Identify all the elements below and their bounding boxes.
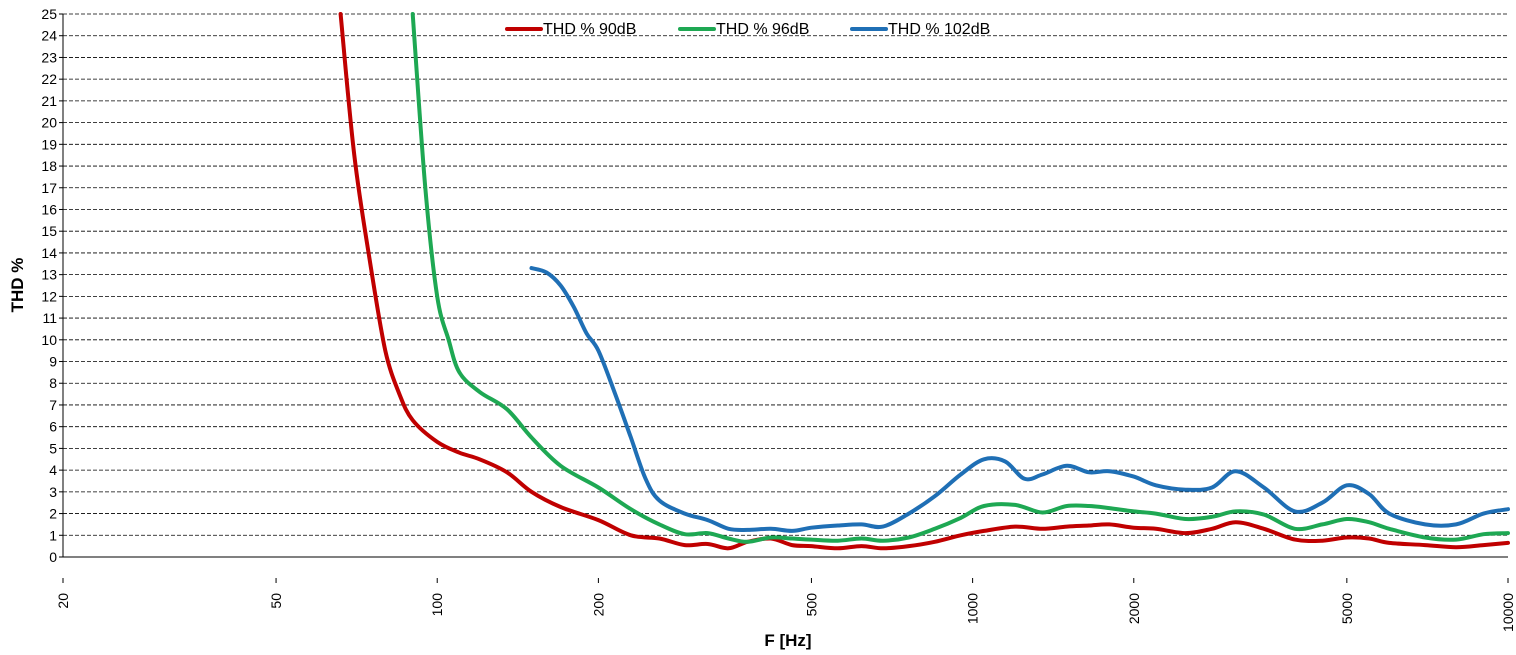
y-tick-label: 16: [41, 201, 57, 217]
y-tick-label: 17: [41, 180, 57, 196]
y-tick-labels: 0123456789101112131415161718192021222324…: [41, 6, 57, 565]
y-tick-label: 12: [41, 288, 57, 304]
axes: [59, 13, 1509, 583]
y-tick-label: 0: [49, 549, 57, 565]
x-tick-label: 200: [590, 593, 606, 617]
x-tick-label: 20: [55, 593, 71, 609]
legend-label-102db: THD % 102dB: [888, 21, 990, 38]
y-axis-title: THD %: [8, 258, 27, 313]
x-tick-label: 50: [268, 593, 284, 609]
y-tick-label: 14: [41, 245, 57, 261]
series-line-96db: [410, 12, 1510, 544]
y-tick-label: 19: [41, 136, 57, 152]
y-tick-label: 20: [41, 115, 57, 131]
x-tick-label: 100: [429, 593, 445, 617]
x-tick-label: 5000: [1339, 593, 1355, 624]
y-tick-label: 18: [41, 158, 57, 174]
y-tick-label: 15: [41, 223, 57, 239]
y-tick-label: 10: [41, 332, 57, 348]
legend: THD % 90dB THD % 96dB THD % 102dB: [505, 21, 990, 38]
y-tick-label: 23: [41, 49, 57, 65]
y-tick-label: 11: [42, 310, 57, 326]
legend-label-90db: THD % 90dB: [543, 21, 636, 38]
series-line-102db: [529, 266, 1510, 533]
y-tick-label: 1: [49, 527, 57, 543]
y-tick-label: 2: [49, 506, 57, 522]
y-tick-label: 24: [41, 28, 57, 44]
y-tick-label: 8: [49, 375, 57, 391]
legend-label-96db: THD % 96dB: [716, 21, 809, 38]
series-lines: [338, 12, 1510, 551]
y-tick-label: 21: [41, 93, 57, 109]
x-tick-label: 1000: [965, 593, 981, 624]
y-tick-label: 22: [41, 71, 57, 87]
x-tick-labels: 20 50 100 200 500 1000 2000 5000 10000: [55, 593, 1516, 632]
x-tick-label: 10000: [1500, 593, 1516, 632]
y-tick-label: 25: [41, 6, 57, 22]
x-axis-title: F [Hz]: [764, 631, 811, 650]
y-tick-label: 7: [49, 397, 57, 413]
x-tick-label: 500: [803, 593, 819, 617]
y-tick-label: 3: [49, 484, 57, 500]
series-line-90db: [338, 12, 1510, 551]
y-tick-label: 9: [49, 354, 57, 370]
y-tick-label: 5: [49, 440, 57, 456]
y-tick-label: 4: [49, 462, 57, 478]
y-tick-label: 6: [49, 419, 57, 435]
x-tick-label: 2000: [1126, 593, 1142, 624]
grid-lines: [63, 13, 1508, 536]
y-tick-label: 13: [41, 267, 57, 283]
